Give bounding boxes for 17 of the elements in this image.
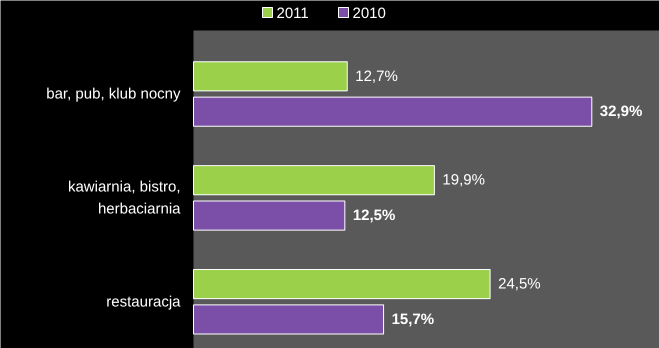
data-label: 15,7% [392, 310, 434, 328]
legend-label: 2010 [352, 5, 386, 22]
bar [193, 304, 384, 334]
data-label: 19,9% [442, 172, 485, 189]
legend-label: 2011 [276, 5, 309, 22]
bar [193, 165, 435, 196]
data-label: 24,5% [498, 276, 541, 293]
bar [193, 61, 348, 92]
y-tick-label: bar, pub, klub nocny [46, 85, 181, 102]
y-tick-label: kawiarnia, bistro, herbaciarnia [68, 178, 182, 218]
bar [193, 96, 592, 127]
bar [193, 200, 346, 231]
y-tick-label: restauracja [106, 293, 182, 310]
data-label: 12,5% [352, 207, 396, 224]
bar [193, 269, 491, 300]
data-label: 12,7% [355, 68, 398, 85]
data-label: 32,9% [600, 103, 642, 120]
